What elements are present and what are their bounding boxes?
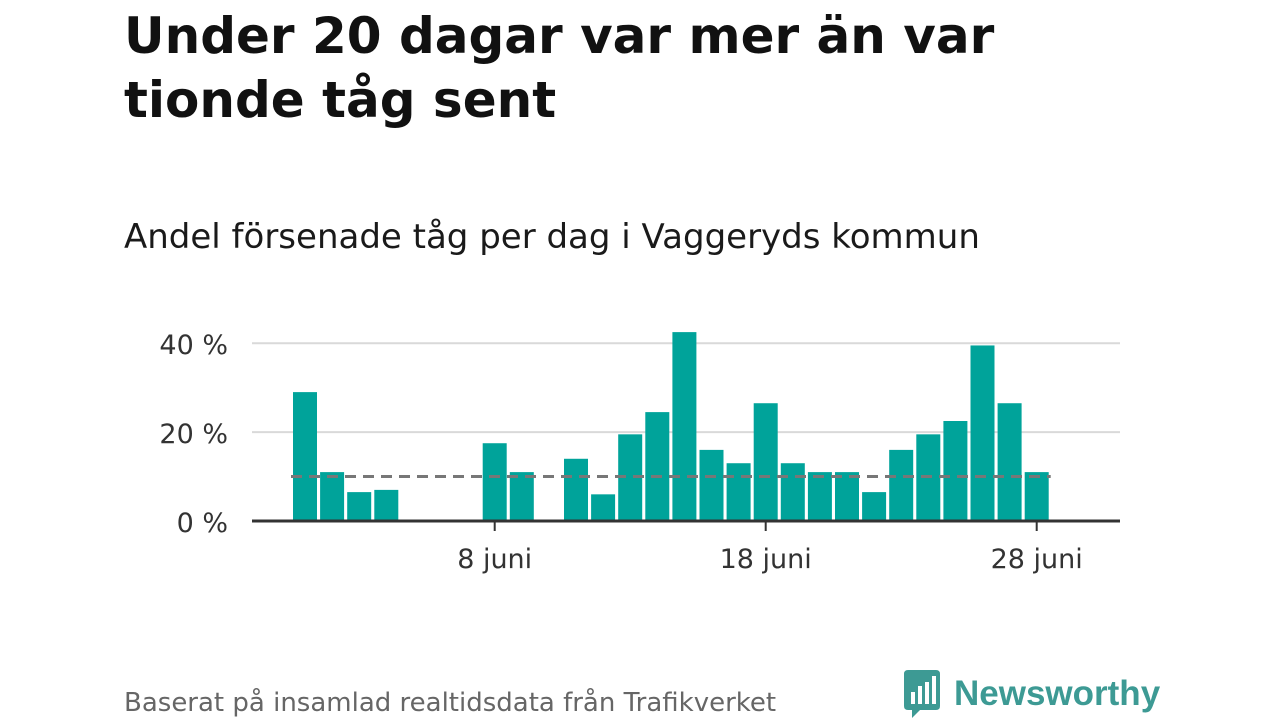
y-tick-label: 40 % bbox=[159, 330, 228, 361]
chart-subtitle: Andel försenade tåg per dag i Vaggeryds … bbox=[124, 217, 980, 257]
bar bbox=[564, 458, 588, 521]
bar bbox=[320, 472, 345, 521]
bar bbox=[780, 463, 805, 521]
bar bbox=[862, 492, 887, 521]
x-axis-labels: 8 juni 18 juni 28 juni bbox=[457, 544, 1083, 575]
bar bbox=[753, 403, 778, 521]
bar bbox=[699, 449, 724, 521]
source-note: Baserat på insamlad realtidsdata från Tr… bbox=[124, 688, 777, 718]
x-axis bbox=[252, 519, 1120, 531]
bars bbox=[293, 332, 1049, 521]
bar-chart: 0 % 20 % 40 % 8 juni 18 juni 28 juni bbox=[159, 330, 1120, 575]
x-tick-label: 8 juni bbox=[457, 544, 532, 575]
bar bbox=[293, 392, 317, 521]
bar bbox=[672, 332, 697, 521]
bar bbox=[970, 345, 995, 521]
bar bbox=[943, 421, 968, 521]
bar bbox=[726, 463, 751, 521]
bar bbox=[889, 449, 914, 521]
bar bbox=[591, 494, 616, 521]
x-tick-label: 28 juni bbox=[991, 544, 1083, 575]
bar bbox=[807, 472, 832, 521]
bar bbox=[645, 412, 670, 521]
x-tick-label: 18 juni bbox=[720, 544, 812, 575]
bar bbox=[997, 403, 1022, 521]
bar bbox=[835, 472, 859, 521]
newsworthy-logo-icon bbox=[904, 670, 940, 718]
bar bbox=[1024, 472, 1049, 521]
y-tick-label: 20 % bbox=[159, 419, 228, 450]
y-tick-label: 0 % bbox=[177, 508, 228, 539]
bar bbox=[347, 492, 372, 521]
chart-title: Under 20 dagar var mer än var tionde tåg… bbox=[124, 7, 995, 129]
bar bbox=[374, 489, 399, 521]
y-axis-labels: 0 % 20 % 40 % bbox=[159, 330, 228, 539]
brand-logo: Newsworthy bbox=[902, 670, 1160, 718]
bar bbox=[482, 443, 507, 521]
bar bbox=[509, 472, 534, 521]
brand-name: Newsworthy bbox=[954, 674, 1161, 713]
